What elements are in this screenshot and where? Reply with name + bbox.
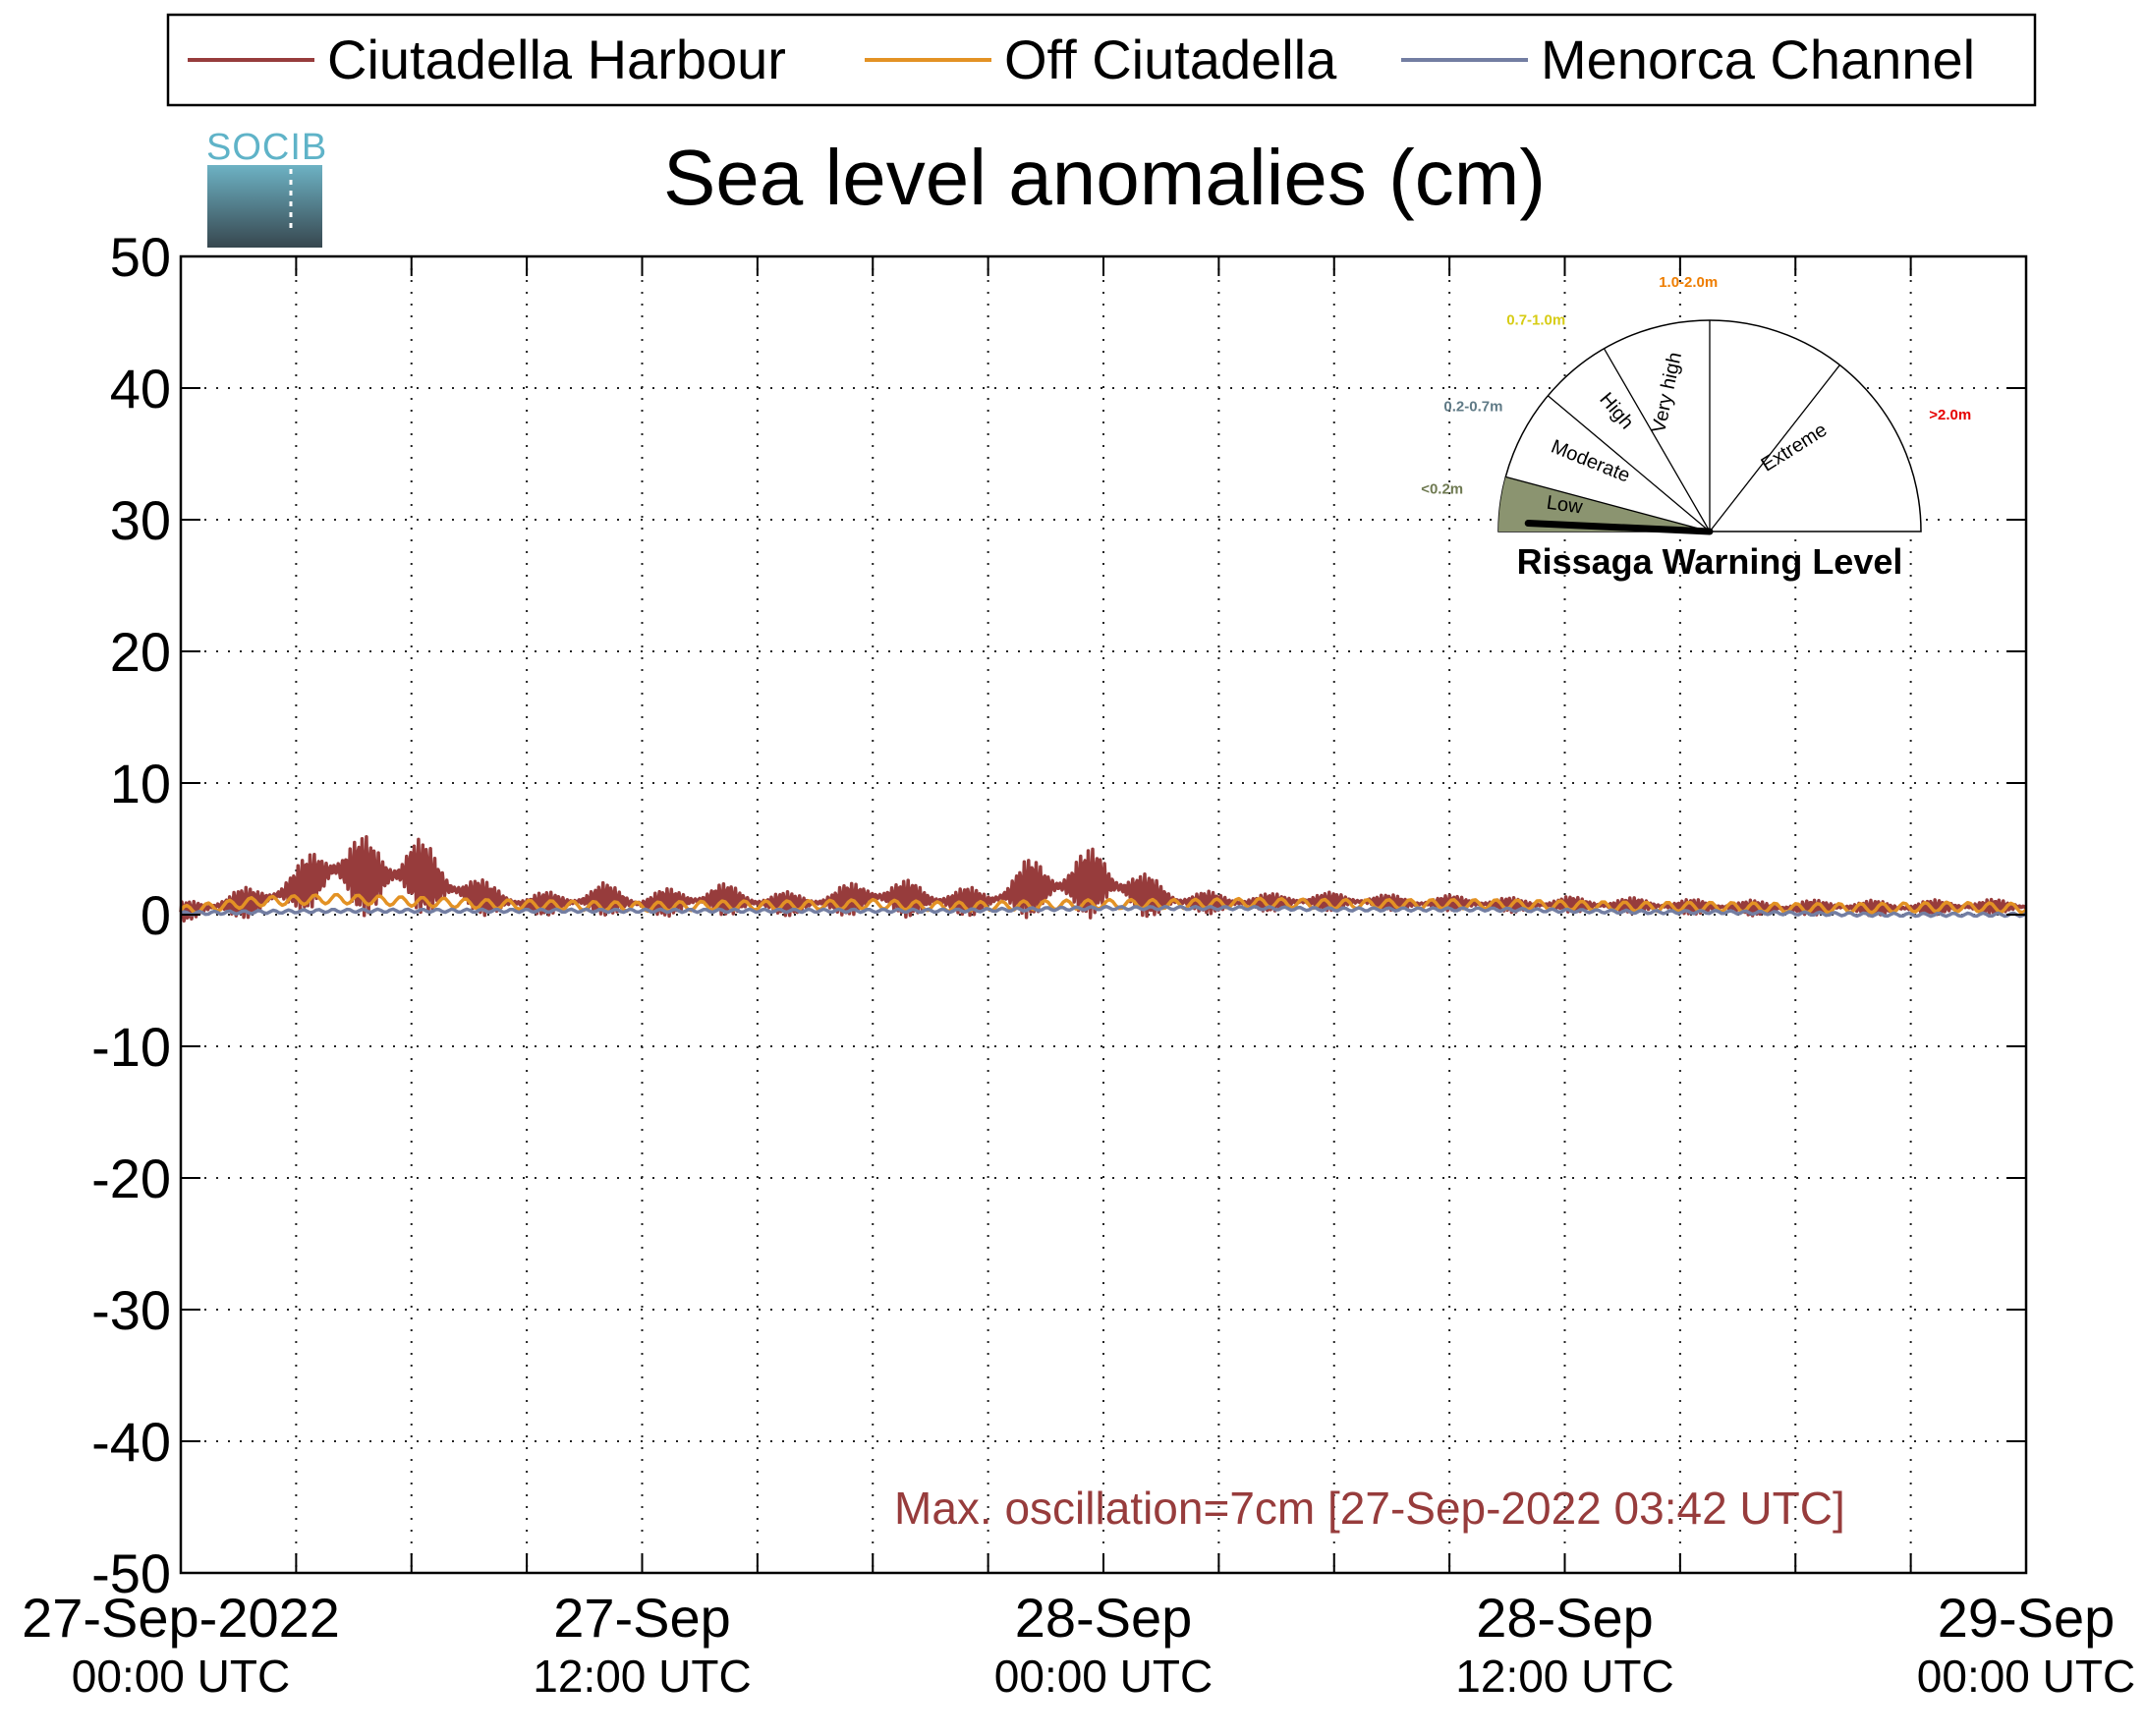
gauge-range-low: <0.2m	[1421, 481, 1463, 498]
x-tick-label-time: 00:00 UTC	[994, 1651, 1213, 1702]
x-tick-label-date: 29-Sep	[1938, 1587, 2116, 1649]
y-tick-label: 20	[110, 621, 171, 683]
legend-label-channel: Menorca Channel	[1541, 28, 1975, 90]
gauge-range-high: 0.7-1.0m	[1506, 311, 1565, 328]
logo-text: SOCIB	[206, 127, 327, 168]
series-line-channel	[180, 904, 2027, 919]
x-tick-label-time: 12:00 UTC	[1455, 1651, 1673, 1702]
socib-logo: SOCIB	[206, 127, 327, 248]
gauge-range-very-high: 1.0-2.0m	[1659, 274, 1718, 291]
gauge-divider	[1547, 395, 1711, 532]
y-tick-label: -50	[91, 1542, 171, 1604]
x-tick-label-time: 00:00 UTC	[1917, 1651, 2135, 1702]
gauge-sector-label-low: Low	[1546, 492, 1585, 519]
y-tick-label: 0	[141, 884, 171, 946]
max-oscillation-annotation: Max. oscillation=7cm [27-Sep-2022 03:42 …	[894, 1483, 1845, 1534]
gauge-divider	[1505, 476, 1711, 532]
rissaga-gauge: Low Moderate High Very high Extreme <0.2…	[1421, 274, 1971, 582]
legend-label-off: Off Ciutadella	[1004, 28, 1337, 90]
gauge-needle	[1524, 520, 1714, 535]
legend-label-harbour: Ciutadella Harbour	[327, 28, 786, 90]
gauge-divider	[1603, 348, 1711, 532]
grid	[181, 256, 2026, 1573]
x-tick-label-time: 00:00 UTC	[72, 1651, 290, 1702]
y-tick-label: 30	[110, 489, 171, 551]
logo-image	[207, 165, 322, 248]
legend-box	[166, 13, 2037, 107]
y-tick-label: 50	[110, 226, 171, 288]
legend: Ciutadella Harbour Off Ciutadella Menorc…	[166, 13, 2037, 107]
y-tick-labels: 50 40 30 20 10 0 -10 -20 -30 -40 -50	[91, 226, 171, 1604]
x-tick-label-date: 28-Sep	[1476, 1587, 1654, 1649]
y-tick-label: -30	[91, 1279, 171, 1341]
series-line-harbour	[179, 834, 2027, 924]
series-layer	[179, 834, 2028, 924]
gauge-title: Rissaga Warning Level	[1517, 541, 1903, 582]
gauge-range-moderate: 0.2-0.7m	[1443, 398, 1502, 415]
y-tick-label: -10	[91, 1016, 171, 1078]
y-tick-label: -20	[91, 1148, 171, 1209]
gauge-range-extreme: >2.0m	[1929, 407, 1971, 423]
x-tick-label-date: 27-Sep-2022	[22, 1587, 340, 1649]
gauge-divider	[1709, 364, 1840, 532]
y-tick-label: 40	[110, 358, 171, 420]
x-tick-label-date: 28-Sep	[1015, 1587, 1193, 1649]
plot-frame	[179, 254, 2028, 1575]
x-tick-label-time: 12:00 UTC	[533, 1651, 751, 1702]
x-tick-label-date: 27-Sep	[553, 1587, 731, 1649]
gauge-dividers	[1505, 320, 1840, 532]
y-tick-label: -40	[91, 1411, 171, 1473]
y-tick-label: 10	[110, 753, 171, 814]
chart-title: Sea level anomalies (cm)	[663, 134, 1546, 221]
